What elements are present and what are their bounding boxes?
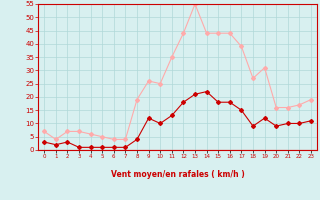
X-axis label: Vent moyen/en rafales ( km/h ): Vent moyen/en rafales ( km/h ): [111, 170, 244, 179]
